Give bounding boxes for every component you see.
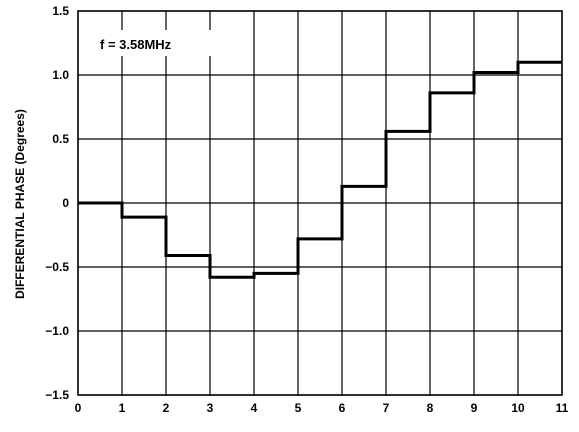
x-tick-label: 8 [427, 401, 434, 415]
y-tick-label: −0.5 [45, 260, 69, 274]
x-tick-label: 9 [471, 401, 478, 415]
x-tick-label: 1 [119, 401, 126, 415]
y-tick-label: 1.0 [52, 68, 69, 82]
x-tick-label: 0 [75, 401, 82, 415]
series-layer [78, 62, 562, 277]
series-0-step-line [78, 62, 562, 277]
y-tick-label: −1.0 [45, 324, 69, 338]
x-tick-label: 2 [163, 401, 170, 415]
gridlines [78, 11, 562, 395]
x-tick-label: 5 [295, 401, 302, 415]
y-axis-label: DIFFERENTIAL PHASE (Degrees) [13, 109, 27, 299]
x-tick-label: 7 [383, 401, 390, 415]
x-tick-label: 3 [207, 401, 214, 415]
x-tick-label: 4 [251, 401, 258, 415]
x-tick-label: 10 [511, 401, 525, 415]
x-tick-label: 6 [339, 401, 346, 415]
chart-annotation: f = 3.58MHz [100, 37, 172, 52]
tick-labels: 0 1 2 3 4 5 6 7 8 9 10 11 1.5 1.0 0.5 0 −0.5 −1.0 −1.5 [45, 4, 568, 415]
y-tick-label: −1.5 [45, 388, 69, 402]
y-tick-label: 1.5 [52, 4, 69, 18]
y-tick-label: 0.5 [52, 132, 69, 146]
y-tick-label: 0 [62, 196, 69, 210]
x-tick-label: 11 [556, 401, 569, 415]
